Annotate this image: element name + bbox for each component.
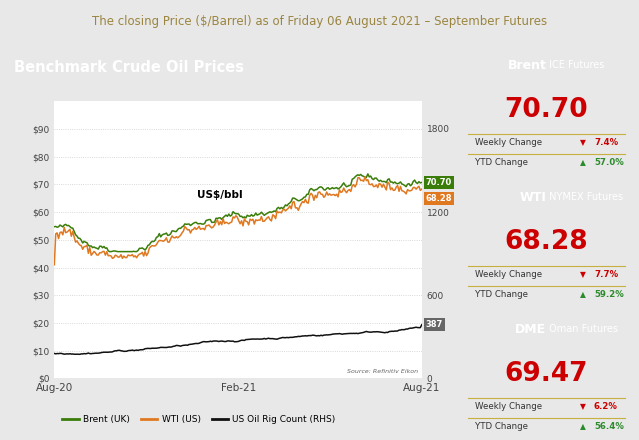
Text: 6.2%: 6.2% (594, 402, 618, 411)
Text: Weekly Change: Weekly Change (475, 138, 542, 147)
Text: ▼: ▼ (580, 138, 586, 147)
Text: Weekly Change: Weekly Change (475, 402, 542, 411)
Text: 69.47: 69.47 (505, 361, 588, 387)
Text: ▼: ▼ (580, 402, 586, 411)
Text: Oman Futures: Oman Futures (546, 324, 619, 334)
Text: DME: DME (515, 323, 546, 336)
Text: ▲: ▲ (580, 158, 586, 167)
Text: ▲: ▲ (580, 290, 586, 299)
Text: YTD Change: YTD Change (475, 422, 528, 431)
Text: 387: 387 (426, 320, 443, 329)
Text: 70.70: 70.70 (505, 97, 588, 123)
Text: ▲: ▲ (580, 422, 586, 431)
Text: 59.2%: 59.2% (594, 290, 624, 299)
Text: 68.28: 68.28 (505, 229, 588, 255)
Text: 7.4%: 7.4% (594, 138, 618, 147)
Text: The closing Price ($/Barrel) as of Friday 06 August 2021 – September Futures: The closing Price ($/Barrel) as of Frida… (92, 15, 547, 29)
Text: ▼: ▼ (580, 270, 586, 279)
Text: 57.0%: 57.0% (594, 158, 624, 167)
Text: YTD Change: YTD Change (475, 290, 528, 299)
Text: 70.70: 70.70 (426, 178, 452, 187)
Text: 7.7%: 7.7% (594, 270, 618, 279)
Text: 68.28: 68.28 (426, 194, 452, 203)
Text: 56.4%: 56.4% (594, 422, 624, 431)
Text: Weekly Change: Weekly Change (475, 270, 542, 279)
Text: Source: Refinitiv Eikon: Source: Refinitiv Eikon (347, 369, 418, 374)
Text: NYMEX Futures: NYMEX Futures (546, 192, 624, 202)
Legend: Brent (UK), WTI (US), US Oil Rig Count (RHS): Brent (UK), WTI (US), US Oil Rig Count (… (59, 412, 339, 428)
Text: Benchmark Crude Oil Prices: Benchmark Crude Oil Prices (13, 60, 243, 75)
Text: Brent: Brent (507, 59, 546, 72)
Text: ICE Futures: ICE Futures (546, 60, 604, 70)
Text: YTD Change: YTD Change (475, 158, 528, 167)
Text: WTI: WTI (520, 191, 546, 204)
Text: US$/bbl: US$/bbl (197, 191, 243, 200)
